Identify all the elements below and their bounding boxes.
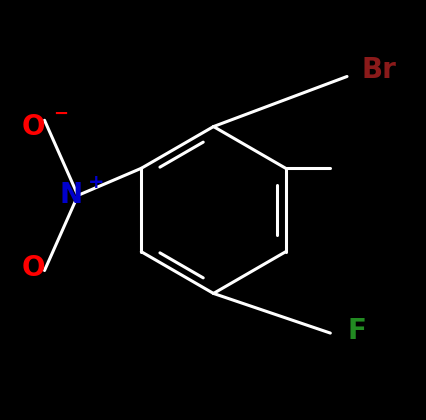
Text: O: O (22, 255, 45, 282)
Text: O: O (22, 113, 45, 141)
Text: N: N (59, 181, 82, 210)
Text: F: F (346, 317, 365, 345)
Text: −: − (53, 105, 68, 123)
Text: Br: Br (361, 56, 396, 84)
Text: +: + (88, 173, 105, 192)
